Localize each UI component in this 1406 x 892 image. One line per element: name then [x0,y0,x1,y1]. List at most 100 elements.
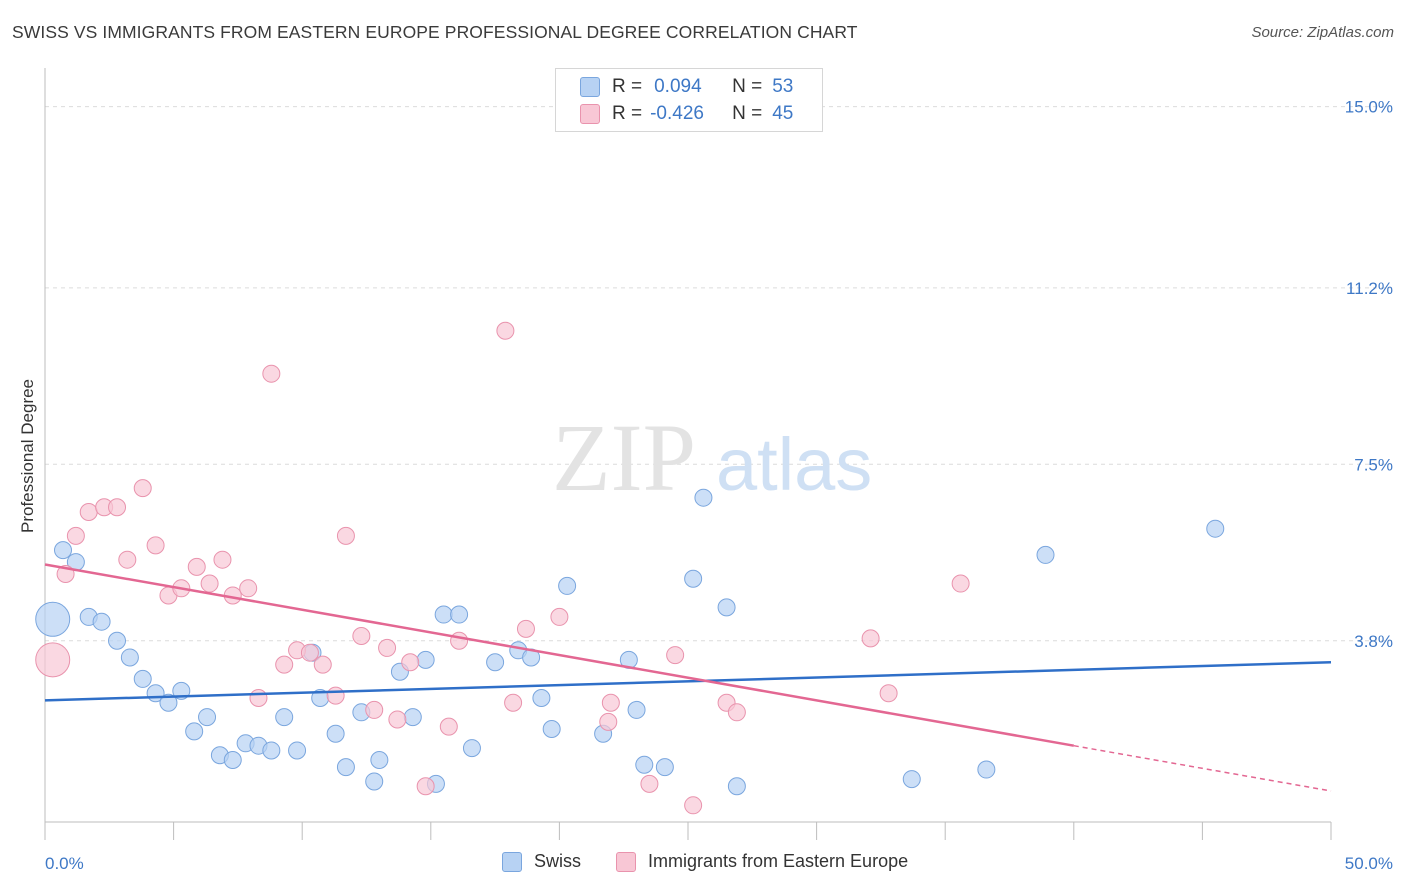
immigrants-point [66,526,85,545]
swiss-point [684,569,703,588]
swiss-point [92,612,111,631]
swiss-point [486,653,505,672]
immigrants-trend-line-extension [1073,744,1332,792]
swiss-point [416,650,435,669]
legend-row-swiss: R = 0.094 N = 53 [580,75,793,99]
watermark-atlas: atlas [716,423,872,506]
y-tick-labels: 3.8% 7.5% 11.2% 15.0% [1345,98,1393,651]
x-tick-labels: 0.0% 50.0% [45,854,1393,873]
trend-lines [44,563,1332,792]
gridlines [45,106,1392,642]
immigrants-point [601,693,620,712]
immigrants-point [300,643,319,662]
legend: R = 0.094 N = 53 R = -0.426 N = 45 [555,68,823,132]
immigrants-trend-line [44,563,1075,747]
bottom-legend-swatch-immigrants [616,851,636,872]
immigrants-point [108,498,127,517]
y-tick-label: 7.5% [1354,455,1393,474]
immigrants-point [239,579,258,598]
immigrants-point [879,684,898,703]
swiss-trend-line [44,660,1332,702]
swiss-point [185,722,204,741]
swiss-point [54,541,73,560]
immigrants-point [200,574,219,593]
y-tick-label: 15.0% [1345,98,1393,117]
swiss-point [1036,545,1055,564]
legend-n-label: N = [732,76,763,97]
immigrants-point [727,703,746,722]
immigrants-point [378,638,397,657]
swiss-point [542,720,561,738]
immigrants-point [861,629,880,648]
immigrants-point [133,479,152,498]
immigrants-point [416,777,435,796]
legend-n-value: 45 [772,103,794,124]
swiss-point [655,758,674,777]
swiss-point [133,669,152,688]
immigrants-point [313,655,332,674]
swiss-point [365,772,384,791]
legend-swatch-immigrants [580,104,600,124]
swiss-point [108,631,127,650]
swiss-point [326,724,345,743]
x-tick-label: 50.0% [1345,854,1393,873]
immigrants-point [146,536,165,555]
swiss-point [450,605,469,624]
legend-r-label: R = [612,103,643,124]
immigrants-point [213,550,232,569]
immigrants-point [951,574,970,593]
swiss-point [223,751,242,769]
immigrants-point [550,607,569,626]
swiss-point [262,741,281,760]
swiss-point [370,751,389,769]
swiss-point [532,689,551,707]
immigrants-points [35,321,970,815]
watermark: ZIP atlas [552,404,872,511]
immigrants-point [388,710,407,729]
immigrants-point [504,693,523,712]
immigrants-point [401,653,420,672]
immigrants-point [336,526,355,545]
swiss-point [717,598,736,617]
legend-r-value: 0.094 [654,76,702,97]
immigrants-point [275,655,294,674]
legend-n-label: N = [732,103,763,124]
swiss-point [558,576,577,595]
legend-swatch-swiss [580,77,600,97]
swiss-point [694,488,713,507]
immigrants-point [450,631,469,650]
bottom-legend: Swiss Immigrants from Eastern Europe [0,851,1406,877]
swiss-point [1206,519,1225,538]
bottom-legend-swiss: Swiss [502,851,581,872]
chart-title: SWISS VS IMMIGRANTS FROM EASTERN EUROPE … [12,22,858,42]
immigrants-point [262,364,281,383]
y-tick-label: 11.2% [1346,279,1393,298]
swiss-point [403,708,422,727]
swiss-point [159,693,178,712]
swiss-point [977,760,996,779]
y-axis-label: Professional Degree [18,379,37,533]
swiss-point [198,708,217,727]
watermark-zip: ZIP [552,404,696,511]
immigrants-point [35,642,71,678]
bottom-legend-label-swiss: Swiss [534,851,582,871]
immigrants-point [326,686,345,705]
x-tick-label: 0.0% [45,854,84,873]
swiss-point [627,700,646,719]
source-credit: Source: ZipAtlas.com [1251,24,1394,41]
swiss-point [120,648,139,667]
bottom-legend-immigrants: Immigrants from Eastern Europe [616,851,908,872]
legend-row-immigrants: R = -0.426 N = 45 [580,102,793,126]
immigrants-point [249,689,268,707]
immigrants-point [365,700,384,719]
swiss-point [902,770,921,789]
legend-r-label: R = [612,76,643,97]
immigrants-point [599,712,618,731]
swiss-point [434,605,453,624]
axes [44,68,1332,840]
swiss-point [275,708,294,727]
legend-r-value: -0.426 [650,103,704,124]
immigrants-point [352,627,371,645]
swiss-point [635,755,654,774]
